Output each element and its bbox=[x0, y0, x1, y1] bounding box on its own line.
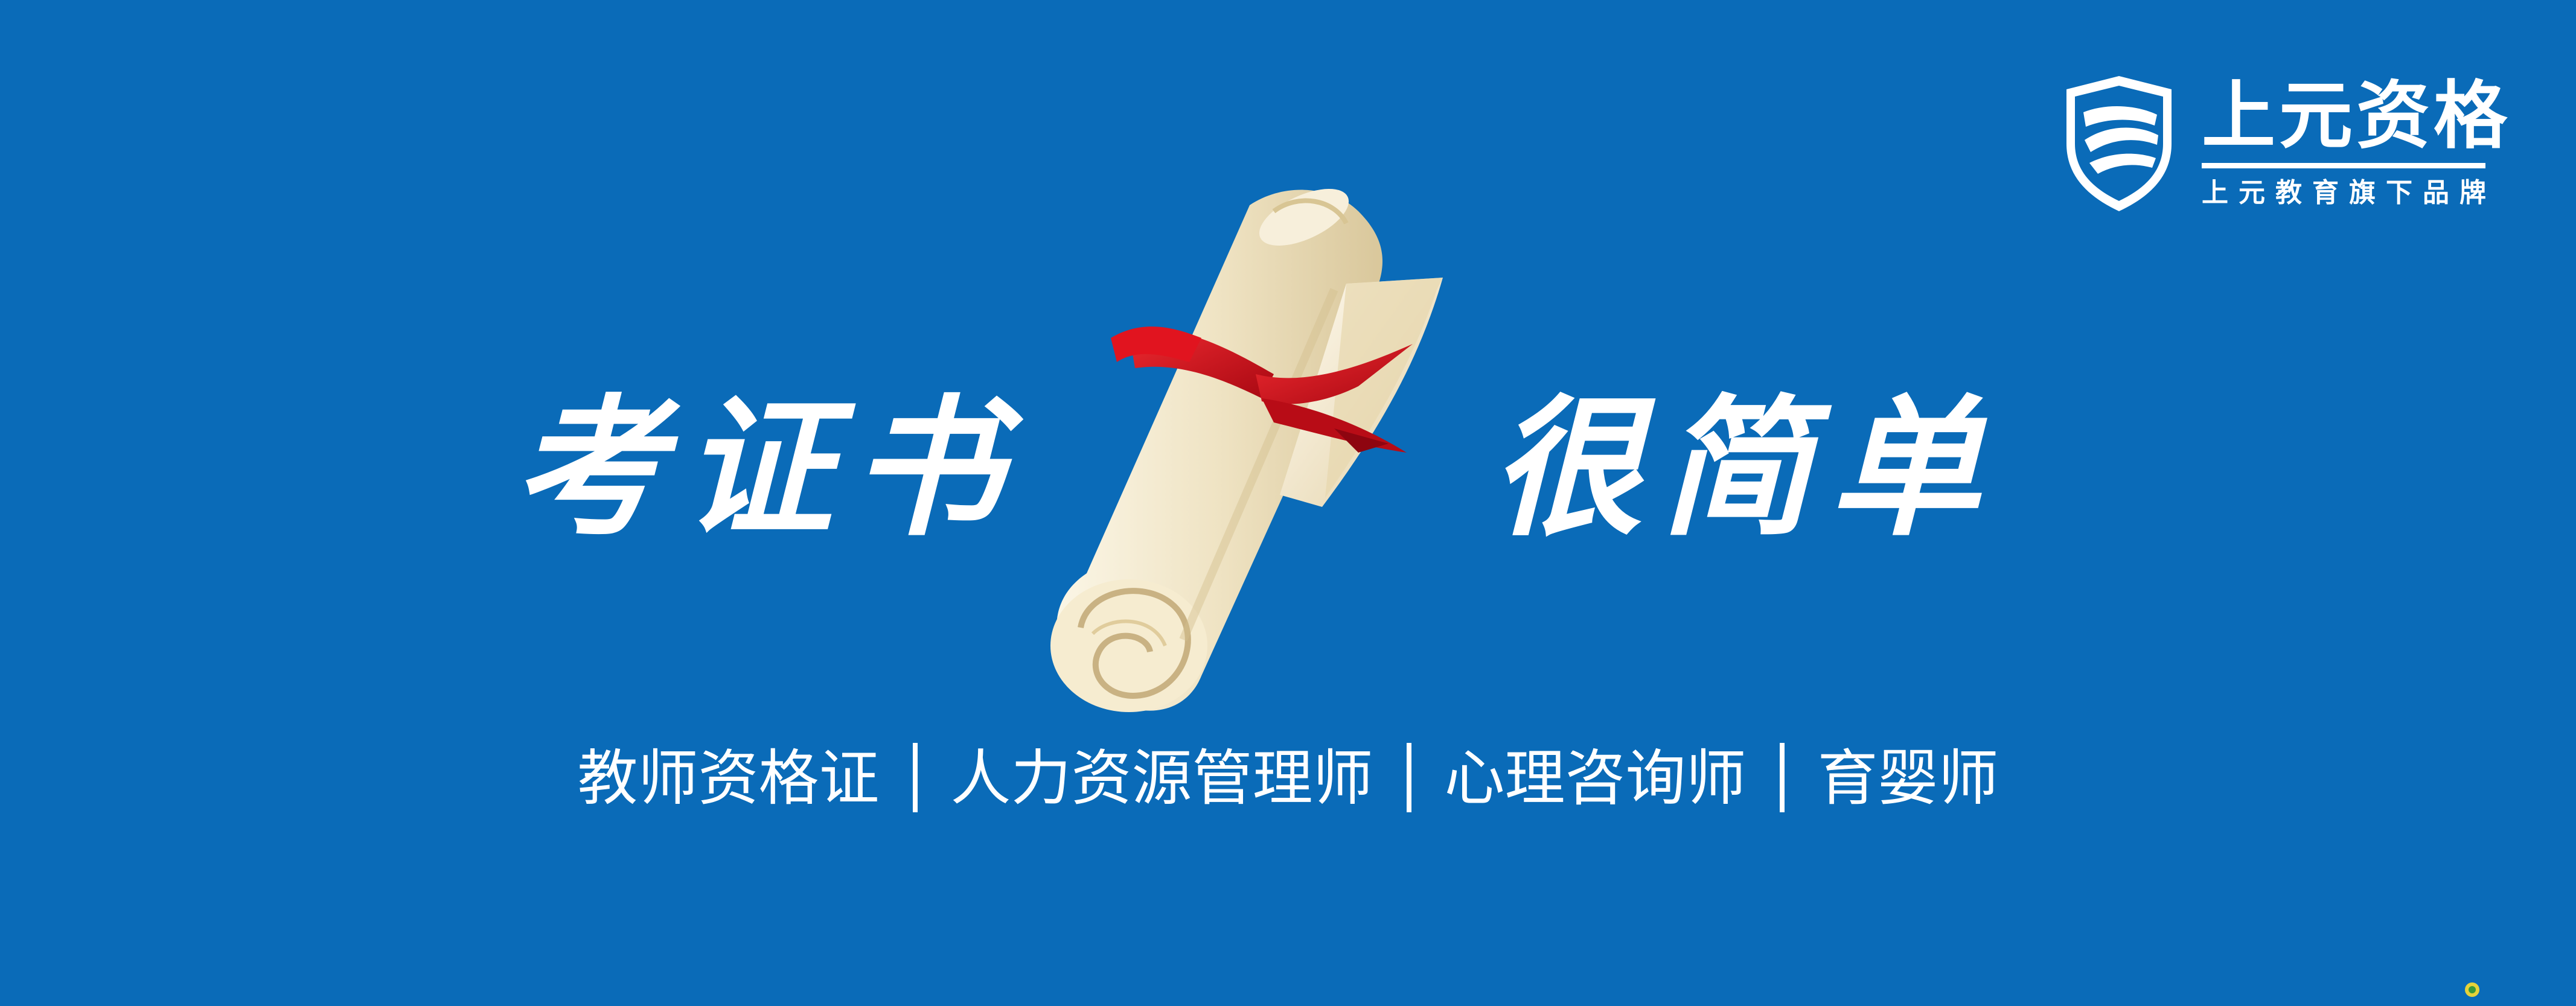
certification-list: 教师资格证 人力资源管理师 心理咨询师 育婴师 bbox=[0, 739, 2576, 818]
headline-left: 考证书 bbox=[513, 383, 1020, 552]
cert-hr-manager: 人力资源管理师 bbox=[951, 739, 1373, 818]
brand-tagline: 上元教育旗下品牌 bbox=[2202, 175, 2496, 211]
cert-psych-counselor: 心理咨询师 bbox=[1445, 739, 1747, 818]
brand-divider bbox=[2202, 163, 2485, 168]
shield-logo-icon bbox=[2062, 72, 2176, 215]
cert-childcare: 育婴师 bbox=[1818, 739, 1999, 818]
separator bbox=[1780, 743, 1785, 812]
diploma-scroll-icon bbox=[1020, 169, 1515, 736]
brand-logo: 上元资格 上元教育旗下品牌 bbox=[2062, 72, 2496, 217]
headline-right: 很简单 bbox=[1491, 383, 1998, 552]
separator bbox=[1407, 743, 1411, 812]
brand-name: 上元资格 bbox=[2202, 74, 2511, 158]
footer-mark-icon bbox=[2400, 981, 2490, 999]
cert-teacher: 教师资格证 bbox=[578, 739, 880, 818]
separator bbox=[913, 743, 918, 812]
